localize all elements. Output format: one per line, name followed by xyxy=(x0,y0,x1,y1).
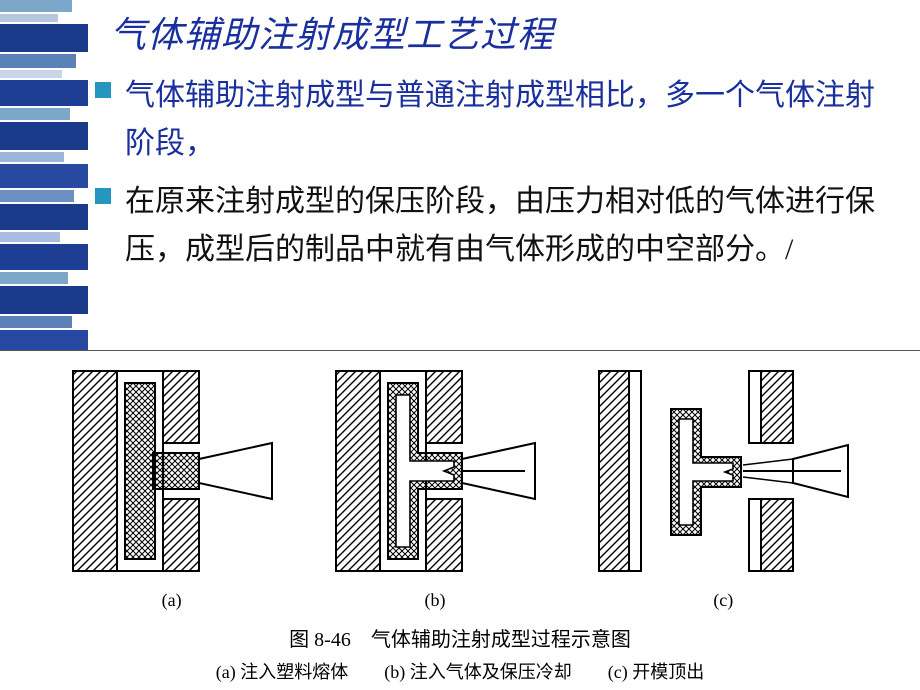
deco-band xyxy=(0,80,88,106)
bullet-marker-icon xyxy=(95,82,111,98)
bullet-row-1: 在原来注射成型的保压阶段，由压力相对低的气体进行保压，成型后的制品中就有由气体形… xyxy=(95,178,885,274)
figure-label-a: (a) xyxy=(162,590,182,611)
figure-title: 图 8-46 气体辅助注射成型过程示意图 xyxy=(0,623,920,652)
deco-band xyxy=(0,24,88,52)
bullet-text-0: 气体辅助注射成型与普通注射成型相比，多一个气体注射阶段， xyxy=(125,72,885,168)
deco-band xyxy=(0,164,88,188)
deco-band xyxy=(0,122,88,150)
diagram-c-svg xyxy=(593,365,853,580)
deco-band xyxy=(0,190,74,202)
figure-b: (b) xyxy=(330,365,540,611)
figure-subtitle: (a) 注入塑料熔体 (b) 注入气体及保压冷却 (c) 开模顶出 xyxy=(0,658,920,684)
deco-band xyxy=(0,0,72,12)
bullet-row-0: 气体辅助注射成型与普通注射成型相比，多一个气体注射阶段， xyxy=(95,72,885,168)
deco-band xyxy=(0,330,88,350)
diagram-b-svg xyxy=(330,365,540,580)
figure-row: (a) xyxy=(0,351,920,611)
deco-band xyxy=(0,70,62,78)
deco-band xyxy=(0,316,72,328)
figure-label-b: (b) xyxy=(424,590,445,611)
deco-band xyxy=(0,204,88,230)
deco-band xyxy=(0,286,88,314)
deco-band xyxy=(0,54,76,68)
deco-band xyxy=(0,108,70,120)
figure-label-c: (c) xyxy=(713,590,733,611)
slide-title: 气体辅助注射成型工艺过程 xyxy=(110,6,554,58)
figure-c: (c) xyxy=(593,365,853,611)
deco-band xyxy=(0,14,58,22)
diagram-a-svg xyxy=(67,365,277,580)
deco-band xyxy=(0,272,68,284)
figure-a: (a) xyxy=(67,365,277,611)
deco-band xyxy=(0,232,60,242)
bullet-marker-icon xyxy=(95,188,111,204)
figure-area: (a) xyxy=(0,350,920,690)
deco-band xyxy=(0,152,64,162)
deco-band xyxy=(0,244,88,270)
bullet-text-1: 在原来注射成型的保压阶段，由压力相对低的气体进行保压，成型后的制品中就有由气体形… xyxy=(125,178,885,274)
